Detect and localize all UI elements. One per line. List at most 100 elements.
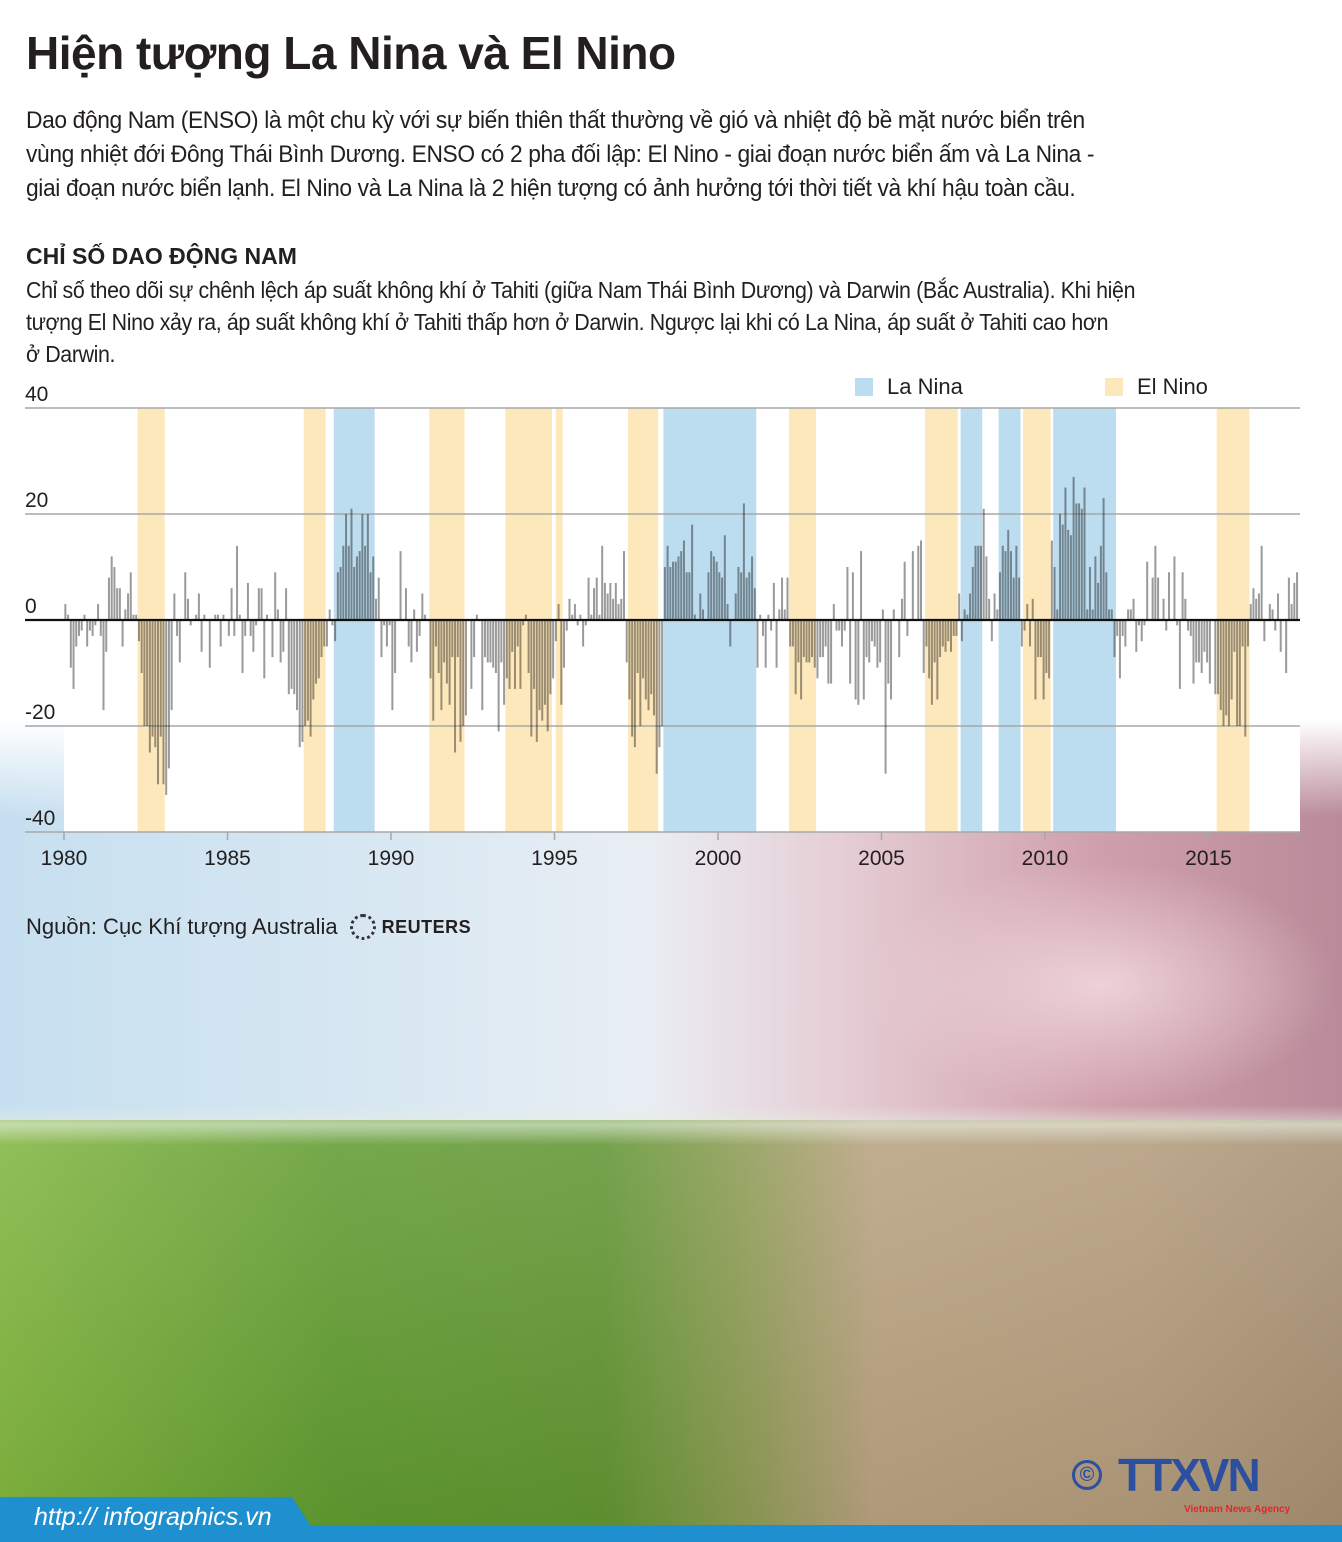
bar bbox=[571, 614, 574, 620]
bar bbox=[1268, 604, 1271, 620]
bar bbox=[1227, 620, 1230, 726]
bar bbox=[69, 620, 72, 668]
bar bbox=[890, 620, 893, 700]
bar bbox=[1249, 604, 1252, 620]
el-nino-swatch bbox=[1105, 378, 1123, 396]
bar bbox=[622, 551, 625, 620]
bar bbox=[511, 620, 514, 652]
bar bbox=[873, 620, 876, 647]
bar bbox=[1108, 609, 1111, 620]
bar bbox=[170, 620, 173, 711]
bar bbox=[1151, 577, 1154, 620]
bar bbox=[285, 588, 288, 620]
bar bbox=[434, 620, 437, 647]
bar bbox=[1197, 620, 1200, 663]
bar bbox=[470, 620, 473, 689]
bar bbox=[1244, 620, 1247, 737]
bar bbox=[1078, 503, 1081, 620]
bar bbox=[1020, 620, 1023, 647]
bar bbox=[86, 620, 89, 647]
bar bbox=[107, 577, 110, 620]
bar bbox=[516, 620, 519, 647]
bar bbox=[590, 614, 593, 620]
bar bbox=[982, 508, 985, 620]
bar bbox=[977, 545, 980, 620]
bar bbox=[655, 620, 658, 774]
bar bbox=[312, 620, 315, 700]
bar bbox=[1238, 620, 1241, 726]
bar bbox=[353, 567, 356, 620]
bar bbox=[729, 620, 732, 647]
section-title: CHỈ SỐ DAO ĐỘNG NAM bbox=[26, 243, 297, 269]
bar bbox=[672, 561, 675, 620]
bar bbox=[184, 572, 187, 620]
bar bbox=[666, 545, 669, 620]
bar bbox=[1236, 620, 1239, 726]
cloud-background bbox=[860, 860, 1340, 1110]
bar bbox=[1252, 588, 1255, 620]
bar bbox=[162, 620, 165, 785]
bar bbox=[1039, 620, 1042, 658]
bar bbox=[249, 620, 252, 636]
bar bbox=[260, 588, 263, 620]
bar bbox=[257, 588, 260, 620]
bar bbox=[222, 614, 225, 620]
bar bbox=[565, 620, 568, 631]
bar bbox=[334, 620, 337, 642]
bar bbox=[960, 620, 963, 642]
bar bbox=[355, 556, 358, 620]
bar bbox=[513, 620, 516, 689]
bar bbox=[887, 620, 890, 684]
bar bbox=[75, 620, 78, 647]
bar bbox=[568, 598, 571, 620]
desc-line: tượng El Nino xảy ra, áp suất không khí … bbox=[26, 309, 1109, 335]
bar bbox=[772, 582, 775, 620]
bar bbox=[418, 620, 421, 636]
legend-label: La Nina bbox=[887, 374, 963, 399]
bar bbox=[933, 620, 936, 663]
bar bbox=[971, 567, 974, 620]
bar bbox=[1214, 620, 1217, 695]
bar bbox=[979, 545, 982, 620]
bar bbox=[230, 588, 233, 620]
bar bbox=[486, 620, 489, 663]
horizon bbox=[0, 1105, 1342, 1145]
bar bbox=[582, 620, 585, 647]
bar bbox=[1048, 620, 1051, 679]
bar bbox=[1080, 508, 1083, 620]
bar bbox=[519, 620, 522, 689]
intro-paragraph: Dao động Nam (ENSO) là một chu kỳ với sự… bbox=[26, 104, 1175, 206]
source-line: Nguồn: Cục Khí tượng Australia REUTERS bbox=[26, 914, 471, 940]
bar bbox=[80, 620, 83, 631]
bar bbox=[219, 620, 222, 647]
bar bbox=[783, 609, 786, 620]
bar bbox=[347, 545, 350, 620]
reuters-logo: REUTERS bbox=[349, 914, 472, 940]
y-tick-label: -40 bbox=[25, 807, 55, 830]
ttxvn-logo: © TTXVN Vietnam News Agency bbox=[1072, 1452, 1290, 1515]
legend-item-el-nino: El Nino bbox=[1105, 374, 1208, 400]
bar bbox=[625, 620, 628, 663]
y-tick-label: 20 bbox=[25, 489, 48, 512]
bar bbox=[429, 620, 432, 679]
bar bbox=[186, 598, 189, 620]
bar bbox=[794, 620, 797, 695]
bar bbox=[1138, 620, 1141, 626]
footer-url[interactable]: http:// infographics.vn bbox=[34, 1503, 272, 1531]
bar bbox=[974, 545, 977, 620]
bar bbox=[786, 577, 789, 620]
bar bbox=[789, 620, 792, 647]
bar bbox=[102, 620, 105, 711]
bar bbox=[840, 620, 843, 647]
bar bbox=[1187, 620, 1190, 631]
bar bbox=[118, 588, 121, 620]
bar bbox=[707, 572, 710, 620]
bar bbox=[680, 551, 683, 620]
bar bbox=[241, 620, 244, 673]
bar bbox=[903, 561, 906, 620]
bar bbox=[601, 545, 604, 620]
bar bbox=[800, 620, 803, 700]
bar bbox=[1067, 529, 1070, 620]
bar bbox=[1099, 545, 1102, 620]
bar bbox=[1015, 545, 1018, 620]
